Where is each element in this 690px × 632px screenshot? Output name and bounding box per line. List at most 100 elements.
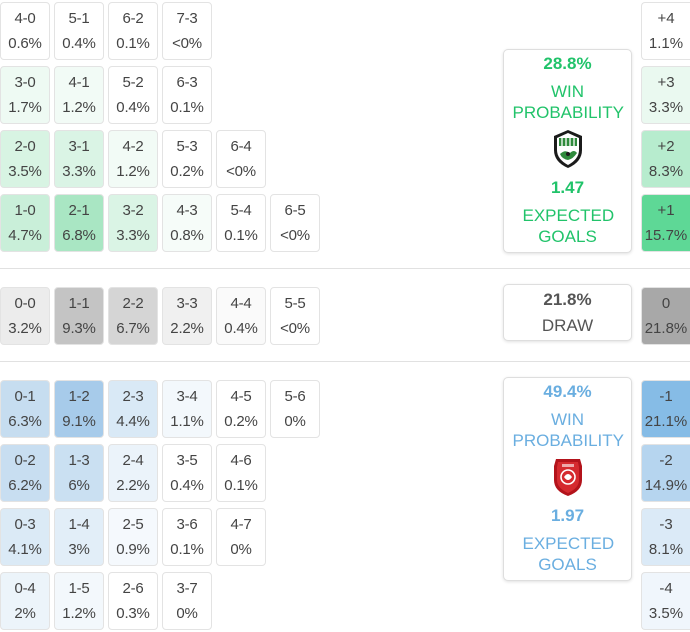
score-label: 1-4: [68, 516, 90, 533]
score-label: 4-2: [122, 138, 144, 155]
score-cell: 5-4 0.1%: [216, 194, 266, 252]
score-probability: 3.2%: [8, 320, 42, 337]
score-probability: 4.4%: [116, 413, 150, 430]
section-divider-top: [0, 268, 690, 269]
score-probability: 2.2%: [116, 477, 150, 494]
score-probability: <0%: [226, 163, 256, 180]
goal-margin-probability: 14.9%: [644, 477, 688, 494]
score-cell: 4-3 0.8%: [162, 194, 212, 252]
score-label: 4-7: [230, 516, 252, 533]
goal-margin-probability: 15.7%: [644, 227, 688, 244]
score-probability: 3.5%: [8, 163, 42, 180]
score-cell: 3-1 3.3%: [54, 130, 104, 188]
score-label: 1-3: [68, 452, 90, 469]
score-label: 2-3: [122, 388, 144, 405]
score-label: 3-1: [68, 138, 90, 155]
score-probability: 6.7%: [116, 320, 150, 337]
score-probability: 0.2%: [170, 163, 204, 180]
score-label: 1-0: [14, 202, 36, 219]
score-cell: 1-3 6%: [54, 444, 104, 502]
score-cell: 4-0 0.6%: [0, 2, 50, 60]
home-team-summary-card: 28.8% WIN PROBABILITY 1.47 EXPECTED GOAL…: [503, 49, 632, 253]
score-cell: 4-6 0.1%: [216, 444, 266, 502]
goal-margin-probability: 8.1%: [648, 541, 684, 558]
score-probability: 2%: [14, 605, 36, 622]
score-probability: 1.2%: [62, 605, 96, 622]
score-label: 2-2: [122, 295, 144, 312]
score-label: 0-3: [14, 516, 36, 533]
score-cell: 1-5 1.2%: [54, 572, 104, 630]
score-probability: 0.6%: [8, 35, 42, 52]
score-label: 7-3: [176, 10, 198, 27]
score-probability: 0.4%: [62, 35, 96, 52]
away-expected-goals-value: 1.97: [550, 506, 585, 525]
score-label: 2-5: [122, 516, 144, 533]
score-cell: 1-4 3%: [54, 508, 104, 566]
score-label: 2-0: [14, 138, 36, 155]
score-cell: 2-6 0.3%: [108, 572, 158, 630]
red-team-crest-icon: [553, 459, 582, 496]
score-probability: 9.1%: [62, 413, 96, 430]
section-divider-bottom: [0, 361, 690, 362]
score-label: 0-1: [14, 388, 36, 405]
score-probability: 0%: [284, 413, 306, 430]
score-cell: 1-0 4.7%: [0, 194, 50, 252]
goal-margin-label: -4: [659, 580, 673, 597]
score-cell: 5-3 0.2%: [162, 130, 212, 188]
score-cell: 6-2 0.1%: [108, 2, 158, 60]
score-label: 4-3: [176, 202, 198, 219]
goal-margin-cell: -4 3.5%: [641, 572, 690, 630]
goal-margin-probability: 3.5%: [648, 605, 684, 622]
score-probability: 1.2%: [116, 163, 150, 180]
goal-margin-label: 0: [661, 295, 671, 312]
goal-margin-probability: 3.3%: [648, 99, 684, 116]
score-probability: 4.1%: [8, 541, 42, 558]
goal-margin-cell: 0 21.8%: [641, 287, 690, 345]
goal-margin-probability: 21.8%: [644, 320, 688, 337]
score-probability: <0%: [280, 227, 310, 244]
score-cell: 0-1 6.3%: [0, 380, 50, 438]
score-cell: 5-2 0.4%: [108, 66, 158, 124]
score-label: 3-5: [176, 452, 198, 469]
score-label: 5-6: [284, 388, 306, 405]
score-cell: 6-5 <0%: [270, 194, 320, 252]
score-cell: 3-3 2.2%: [162, 287, 212, 345]
score-probability: 0.8%: [170, 227, 204, 244]
score-probability: 0.1%: [170, 541, 204, 558]
away-expected-goals-label: EXPECTED GOALS: [522, 534, 615, 574]
score-probability: 2.2%: [170, 320, 204, 337]
goal-margin-label: +1: [657, 202, 675, 219]
home-win-probability-value: 28.8%: [543, 54, 592, 73]
score-label: 5-1: [68, 10, 90, 27]
score-cell: 4-5 0.2%: [216, 380, 266, 438]
score-label: 2-4: [122, 452, 144, 469]
score-label: 4-6: [230, 452, 252, 469]
score-cell: 2-4 2.2%: [108, 444, 158, 502]
score-probability: 6%: [68, 477, 90, 494]
score-probability: 3.3%: [62, 163, 96, 180]
goal-margin-label: -3: [659, 516, 673, 533]
score-cell: 2-3 4.4%: [108, 380, 158, 438]
score-cell: 5-1 0.4%: [54, 2, 104, 60]
goal-margin-probability: 1.1%: [648, 35, 684, 52]
goal-margin-label: +4: [657, 10, 675, 27]
score-probability: 6.8%: [62, 227, 96, 244]
score-label: 6-2: [122, 10, 144, 27]
score-label: 6-3: [176, 74, 198, 91]
draw-label: DRAW: [541, 315, 594, 335]
draw-probability-value: 21.8%: [543, 289, 592, 309]
goal-margin-cell: -3 8.1%: [641, 508, 690, 566]
score-probability: 0.4%: [170, 477, 204, 494]
score-probability: 6.3%: [8, 413, 42, 430]
goal-margin-cell: +2 8.3%: [641, 130, 690, 188]
score-label: 5-4: [230, 202, 252, 219]
goal-margin-label: +2: [657, 138, 675, 155]
score-cell: 6-4 <0%: [216, 130, 266, 188]
score-probability: 0.4%: [116, 99, 150, 116]
score-probability: 0%: [230, 541, 252, 558]
score-probability: 3%: [68, 541, 90, 558]
score-cell: 3-0 1.7%: [0, 66, 50, 124]
score-cell: 2-5 0.9%: [108, 508, 158, 566]
score-cell: 3-5 0.4%: [162, 444, 212, 502]
score-probability: 0.1%: [224, 477, 258, 494]
